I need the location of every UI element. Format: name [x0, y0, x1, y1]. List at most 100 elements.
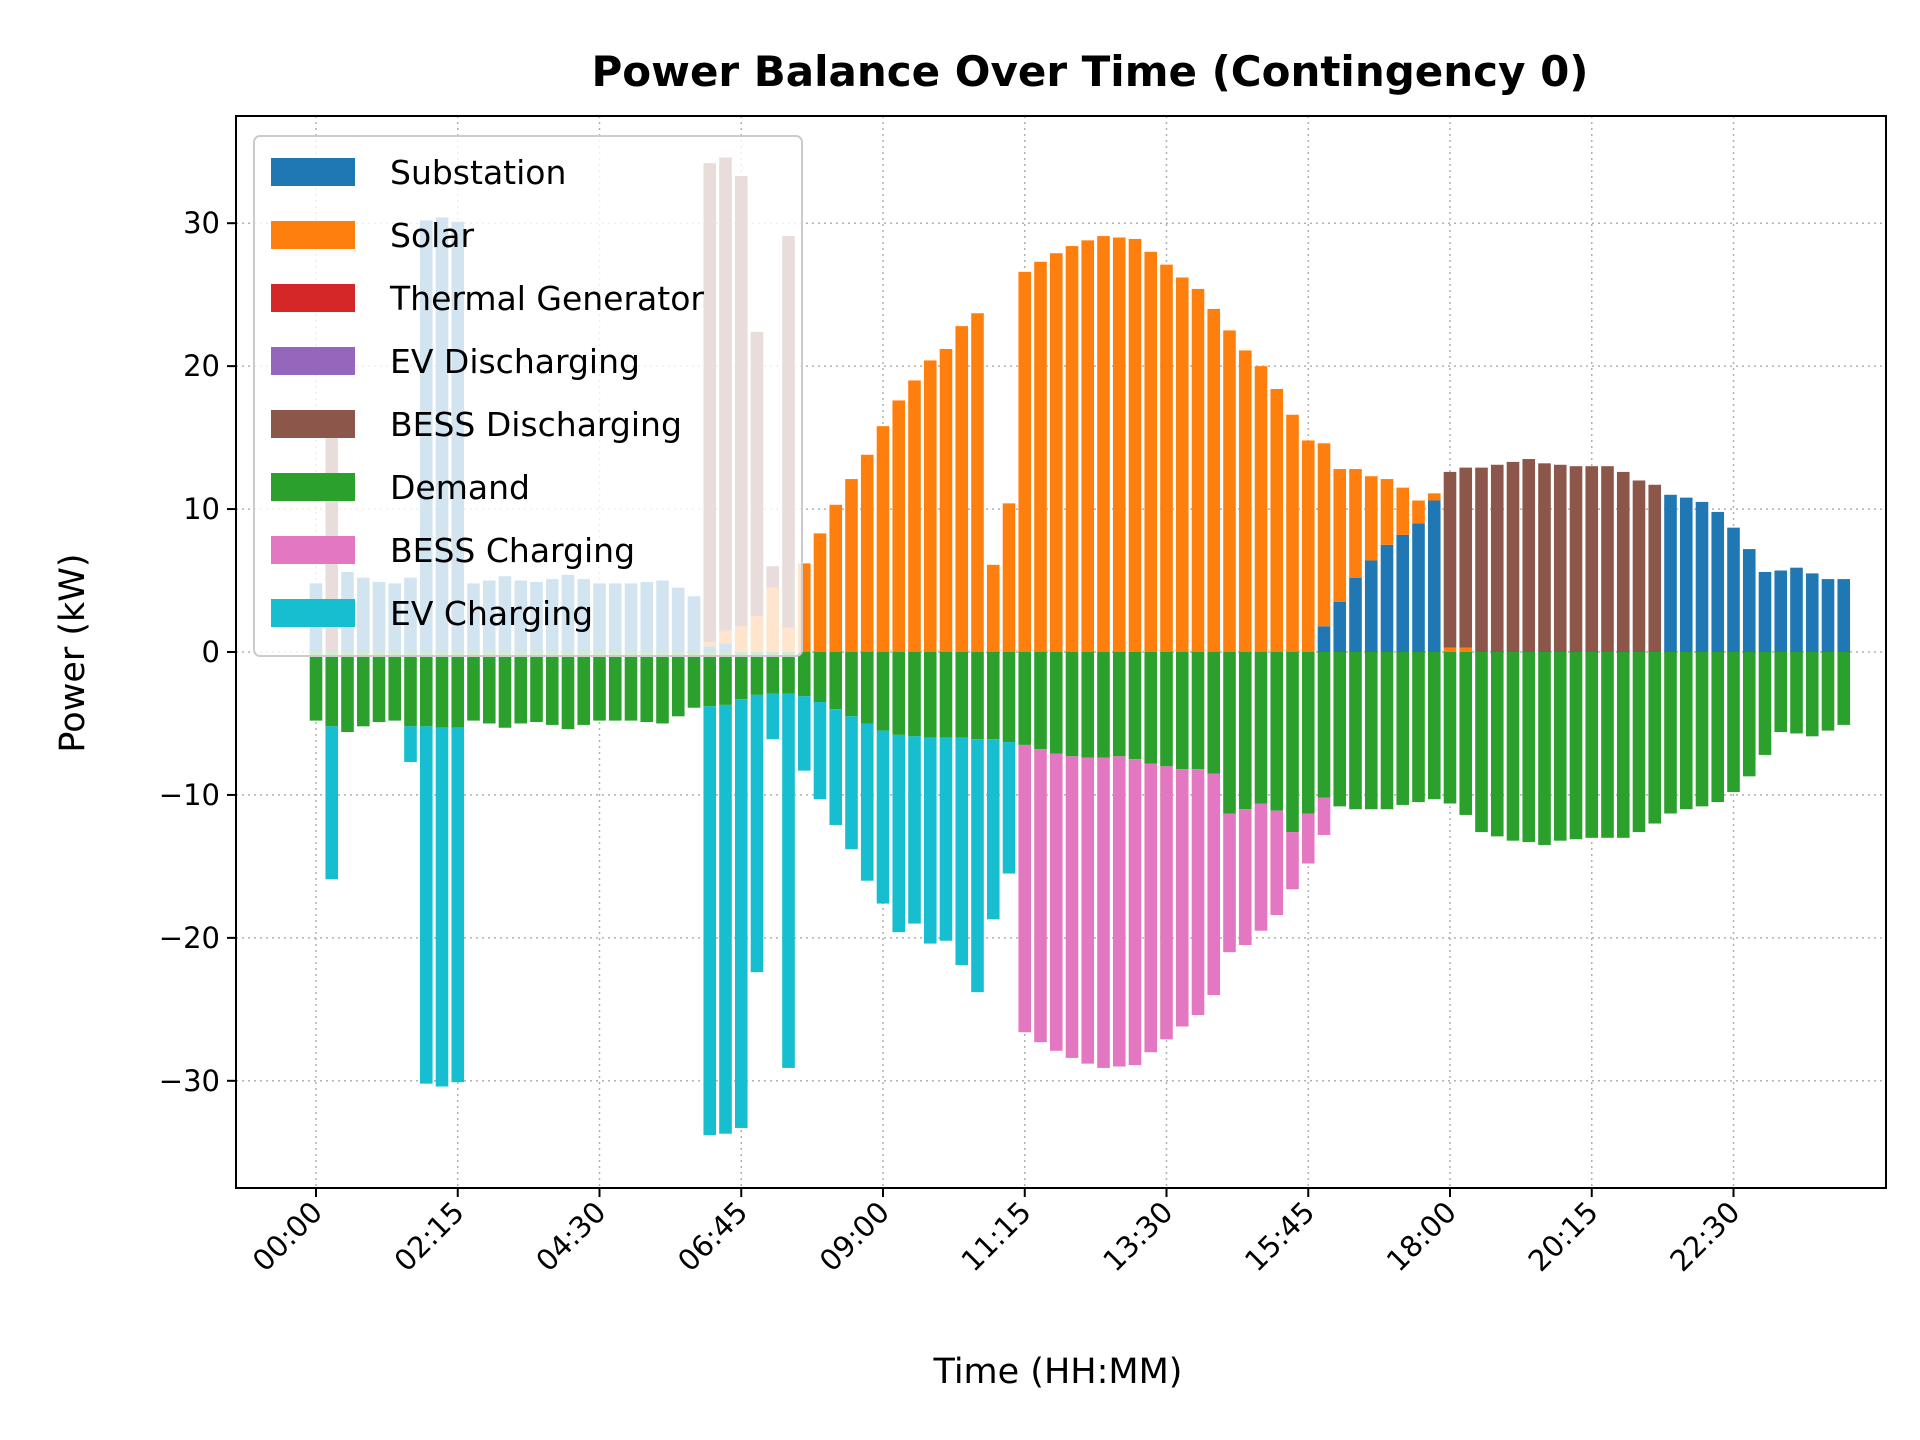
legend-label-bess-discharging: BESS Discharging: [390, 405, 682, 444]
bar-demand: [593, 652, 606, 721]
bar-solar: [860, 454, 874, 652]
bar-demand: [1459, 652, 1473, 815]
bar-solar: [1238, 350, 1252, 652]
bar-solar: [1002, 503, 1016, 652]
bar-demand: [1380, 652, 1394, 810]
bar-solar: [1396, 487, 1410, 535]
bar-demand: [530, 652, 543, 723]
bar-demand: [687, 652, 701, 708]
bar-demand: [640, 652, 654, 723]
bar-demand: [561, 652, 575, 730]
legend-swatch-ev-discharging: [271, 347, 355, 375]
bar-bess-charging: [1049, 753, 1063, 1051]
bar-demand: [1049, 652, 1063, 754]
bar-solar: [1128, 238, 1142, 653]
bar-solar: [1081, 240, 1095, 652]
bar-solar: [1380, 479, 1394, 545]
bar-ev-charging: [703, 706, 717, 1136]
bar-demand: [656, 652, 669, 724]
bar-demand: [498, 652, 512, 728]
bar-bess-discharging: [1506, 461, 1520, 652]
bar-demand: [1065, 652, 1079, 757]
bar-substation: [1349, 577, 1362, 652]
bar-demand: [467, 652, 480, 721]
bar-demand: [1664, 652, 1677, 814]
bar-solar: [1459, 647, 1473, 652]
bar-demand: [939, 652, 953, 738]
bar-substation: [1774, 570, 1788, 652]
bar-solar: [1427, 493, 1441, 501]
bar-bess-charging: [1270, 810, 1284, 915]
bar-demand: [1002, 652, 1016, 743]
bar-solar: [1018, 271, 1032, 652]
y-tick-label: 30: [183, 206, 220, 240]
legend-label-thermal-generator: Thermal Generator: [389, 279, 704, 318]
bar-bess-charging: [1018, 744, 1032, 1033]
y-axis: −30 −20 −10 0 10 20 30: [159, 206, 236, 1098]
bar-demand: [671, 652, 685, 717]
bar-solar: [1034, 261, 1047, 652]
bar-demand: [1160, 652, 1173, 767]
bar-bess-discharging: [1569, 466, 1583, 652]
bar-substation: [1758, 571, 1772, 652]
bar-bess-charging: [1301, 813, 1315, 864]
legend-swatch-bess-discharging: [271, 410, 355, 438]
bar-solar: [1333, 469, 1347, 602]
x-tick-label: 18:00: [1380, 1195, 1463, 1278]
bar-demand: [971, 652, 984, 740]
bar-ev-charging: [734, 699, 748, 1128]
bar-ev-charging: [782, 693, 795, 1068]
bar-bess-discharging: [1490, 464, 1504, 652]
bar-demand: [1538, 652, 1551, 845]
bar-ev-charging: [1002, 742, 1016, 874]
bar-demand: [750, 652, 764, 695]
bar-demand: [435, 652, 449, 728]
bar-demand: [1475, 652, 1488, 833]
bar-demand: [1018, 652, 1032, 745]
bar-demand: [1270, 652, 1284, 811]
bar-solar: [1175, 277, 1189, 652]
bar-bess-charging: [1175, 769, 1189, 1027]
bar-demand: [1317, 652, 1331, 798]
bar-bess-discharging: [1553, 464, 1567, 652]
y-tick-label: −30: [159, 1064, 220, 1098]
bar-solar: [876, 426, 890, 652]
bar-demand: [860, 652, 874, 724]
bar-demand: [1364, 652, 1378, 810]
y-tick-label: −20: [159, 921, 220, 955]
bar-bess-charging: [1207, 773, 1221, 996]
bar-ev-charging: [860, 723, 874, 881]
bar-demand: [404, 652, 417, 727]
x-tick-label: 13:30: [1096, 1195, 1179, 1278]
bar-bess-discharging: [1601, 466, 1614, 652]
bar-demand: [577, 652, 591, 725]
bar-ev-charging: [892, 734, 906, 933]
bar-demand: [1805, 652, 1819, 737]
bar-solar: [1191, 288, 1205, 652]
bar-demand: [624, 652, 638, 721]
bar-demand: [1034, 652, 1047, 750]
bar-substation: [1695, 501, 1709, 652]
bar-demand: [1837, 652, 1851, 725]
bar-demand: [1301, 652, 1315, 814]
bar-solar: [1254, 366, 1268, 652]
bar-ev-charging: [451, 727, 465, 1083]
y-tick-label: −10: [159, 778, 220, 812]
bar-ev-charging: [939, 737, 953, 941]
bar-demand: [1238, 652, 1252, 810]
bar-substation: [1742, 549, 1756, 652]
legend-swatch-demand: [271, 473, 355, 501]
bar-bess-charging: [1128, 759, 1142, 1066]
bar-demand: [845, 652, 858, 717]
bar-bess-charging: [1065, 756, 1079, 1058]
bar-substation: [1333, 601, 1347, 652]
bar-solar: [845, 479, 858, 652]
bar-demand: [1396, 652, 1410, 805]
x-tick-label: 09:00: [813, 1195, 896, 1278]
bar-substation: [1664, 494, 1677, 652]
bar-demand: [1742, 652, 1756, 777]
bar-demand: [1412, 652, 1425, 803]
bar-bess-charging: [1144, 763, 1158, 1053]
y-tick-label: 20: [183, 349, 220, 383]
bar-solar: [1443, 647, 1457, 652]
